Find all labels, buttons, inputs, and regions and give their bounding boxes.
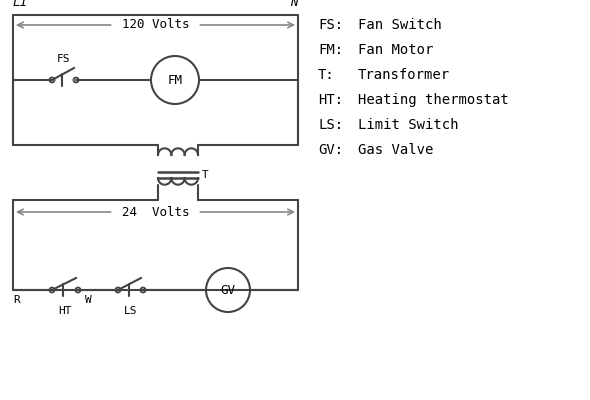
Text: FS:: FS: [318, 18, 343, 32]
Text: 120 Volts: 120 Volts [122, 18, 189, 32]
Text: LS: LS [124, 306, 137, 316]
Text: FM:: FM: [318, 43, 343, 57]
Text: L1: L1 [13, 0, 28, 9]
Text: Fan Switch: Fan Switch [358, 18, 442, 32]
Text: Fan Motor: Fan Motor [358, 43, 434, 57]
Text: Heating thermostat: Heating thermostat [358, 93, 509, 107]
Text: HT: HT [58, 306, 72, 316]
Text: HT:: HT: [318, 93, 343, 107]
Text: FS: FS [57, 54, 71, 64]
Text: N: N [290, 0, 298, 9]
Text: GV: GV [221, 284, 235, 296]
Text: R: R [13, 295, 19, 305]
Text: T: T [202, 170, 209, 180]
Text: FM: FM [168, 74, 182, 86]
Text: GV:: GV: [318, 143, 343, 157]
Text: LS:: LS: [318, 118, 343, 132]
Text: Gas Valve: Gas Valve [358, 143, 434, 157]
Text: Limit Switch: Limit Switch [358, 118, 458, 132]
Text: T:: T: [318, 68, 335, 82]
Text: W: W [85, 295, 92, 305]
Text: 24  Volts: 24 Volts [122, 206, 189, 218]
Text: Transformer: Transformer [358, 68, 450, 82]
